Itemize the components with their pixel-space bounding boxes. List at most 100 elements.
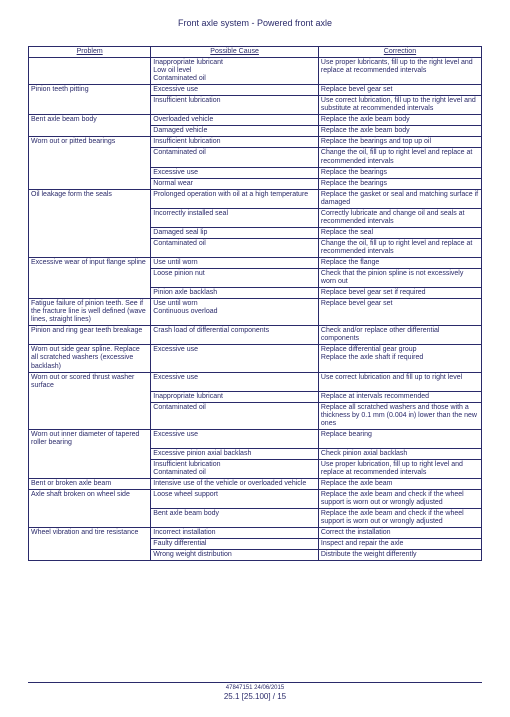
table-row: Damaged seal lipReplace the seal (29, 227, 482, 238)
cell-correction: Check and/or replace other differential … (318, 326, 481, 345)
cell-problem: Fatigue failure of pinion teeth. See if … (29, 299, 151, 326)
cell-correction: Replace differential gear groupReplace t… (318, 345, 481, 372)
cell-correction: Distribute the weight differently (318, 550, 481, 561)
cell-cause: Intensive use of the vehicle or overload… (151, 479, 319, 490)
cell-problem: Worn out or pitted bearings (29, 137, 151, 148)
table-row: Bent axle beam bodyOverloaded vehicleRep… (29, 115, 482, 126)
cell-cause: Normal wear (151, 178, 319, 189)
cell-problem: Oil leakage form the seals (29, 189, 151, 208)
cell-problem (29, 238, 151, 257)
cell-correction: Use proper lubricants, fill up to the ri… (318, 58, 481, 85)
table-row: Pinion teeth pittingExcessive useReplace… (29, 85, 482, 96)
cell-correction: Replace the bearings (318, 167, 481, 178)
cell-cause: Wrong weight distribution (151, 550, 319, 561)
cell-problem: Worn out side gear spline. Replace all s… (29, 345, 151, 372)
cell-cause: Overloaded vehicle (151, 115, 319, 126)
cell-cause: Contaminated oil (151, 148, 319, 167)
header-cause: Possible Cause (151, 47, 319, 58)
cell-cause: Contaminated oil (151, 402, 319, 429)
cell-problem (29, 402, 151, 429)
table-row: Insufficient lubricationContaminated oil… (29, 459, 482, 478)
cell-cause: Insufficient lubrication (151, 137, 319, 148)
table-row: Worn out or scored thrust washer surface… (29, 372, 482, 391)
table-row: Worn out inner diameter of tapered rolle… (29, 429, 482, 448)
cell-problem: Worn out or scored thrust washer surface (29, 372, 151, 391)
table-row: Contaminated oilChange the oil, fill up … (29, 238, 482, 257)
cell-cause: Excessive use (151, 85, 319, 96)
troubleshooting-table: Problem Possible Cause Correction Inappr… (28, 46, 482, 561)
table-row: Oil leakage form the sealsProlonged oper… (29, 189, 482, 208)
cell-correction: Replace the seal (318, 227, 481, 238)
cell-correction: Use proper lubrication, fill up to right… (318, 459, 481, 478)
cell-correction: Replace bevel gear set (318, 299, 481, 326)
page: Front axle system - Powered front axle P… (0, 0, 510, 717)
cell-correction: Replace bearing (318, 429, 481, 448)
table-row: Loose pinion nutCheck that the pinion sp… (29, 269, 482, 288)
cell-cause: Use until worn (151, 257, 319, 268)
cell-problem (29, 288, 151, 299)
cell-problem: Axle shaft broken on wheel side (29, 490, 151, 509)
cell-correction: Replace the axle beam and check if the w… (318, 509, 481, 528)
cell-problem (29, 227, 151, 238)
cell-correction: Correct the installation (318, 528, 481, 539)
cell-cause: Excessive use (151, 429, 319, 448)
header-problem: Problem (29, 47, 151, 58)
footer-line-1: 47847151 24/06/2015 (28, 685, 482, 691)
cell-correction: Use correct lubrication and fill up to r… (318, 372, 481, 391)
cell-cause: Excessive use (151, 372, 319, 391)
cell-cause: Excessive pinion axial backlash (151, 448, 319, 459)
table-row: Excessive useReplace the bearings (29, 167, 482, 178)
cell-problem (29, 448, 151, 459)
table-row: Axle shaft broken on wheel sideLoose whe… (29, 490, 482, 509)
table-row: Fatigue failure of pinion teeth. See if … (29, 299, 482, 326)
table-row: Pinion and ring gear teeth breakageCrash… (29, 326, 482, 345)
table-row: Normal wearReplace the bearings (29, 178, 482, 189)
cell-correction: Replace the axle beam and check if the w… (318, 490, 481, 509)
cell-problem: Bent or broken axle beam (29, 479, 151, 490)
cell-cause: Inappropriate lubricantLow oil levelCont… (151, 58, 319, 85)
page-footer: 47847151 24/06/2015 25.1 [25.100] / 15 (28, 682, 482, 701)
cell-problem (29, 148, 151, 167)
cell-problem: Wheel vibration and tire resistance (29, 528, 151, 539)
cell-correction: Change the oil, fill up to right level a… (318, 238, 481, 257)
table-header-row: Problem Possible Cause Correction (29, 47, 482, 58)
cell-cause: Crash load of differential components (151, 326, 319, 345)
cell-cause: Insufficient lubrication (151, 96, 319, 115)
cell-problem: Pinion teeth pitting (29, 85, 151, 96)
table-row: Wrong weight distributionDistribute the … (29, 550, 482, 561)
footer-rule (28, 682, 482, 683)
cell-problem (29, 96, 151, 115)
cell-cause: Insufficient lubricationContaminated oil (151, 459, 319, 478)
cell-problem (29, 509, 151, 528)
footer-line-2: 25.1 [25.100] / 15 (28, 692, 482, 701)
cell-problem (29, 126, 151, 137)
cell-correction: Replace the bearings and top up oil (318, 137, 481, 148)
table-row: Inappropriate lubricantReplace at interv… (29, 391, 482, 402)
cell-problem (29, 539, 151, 550)
cell-cause: Loose pinion nut (151, 269, 319, 288)
cell-problem (29, 391, 151, 402)
cell-cause: Excessive use (151, 167, 319, 178)
table-row: Contaminated oilChange the oil, fill up … (29, 148, 482, 167)
cell-correction: Replace bevel gear set (318, 85, 481, 96)
cell-cause: Inappropriate lubricant (151, 391, 319, 402)
table-row: Insufficient lubricationUse correct lubr… (29, 96, 482, 115)
cell-problem (29, 58, 151, 85)
cell-correction: Correctly lubricate and change oil and s… (318, 208, 481, 227)
table-row: Bent axle beam bodyReplace the axle beam… (29, 509, 482, 528)
cell-correction: Use correct lubrication, fill up to the … (318, 96, 481, 115)
cell-problem (29, 459, 151, 478)
cell-correction: Inspect and repair the axle (318, 539, 481, 550)
cell-problem: Bent axle beam body (29, 115, 151, 126)
cell-cause: Faulty differential (151, 539, 319, 550)
cell-correction: Change the oil, fill up to right level a… (318, 148, 481, 167)
cell-cause: Loose wheel support (151, 490, 319, 509)
cell-correction: Replace the axle beam body (318, 115, 481, 126)
table-row: Contaminated oilReplace all scratched wa… (29, 402, 482, 429)
cell-cause: Pinion axle backlash (151, 288, 319, 299)
cell-correction: Replace the gasket or seal and matching … (318, 189, 481, 208)
table-row: Wheel vibration and tire resistanceIncor… (29, 528, 482, 539)
cell-cause: Contaminated oil (151, 238, 319, 257)
cell-cause: Incorrect installation (151, 528, 319, 539)
table-row: Bent or broken axle beamIntensive use of… (29, 479, 482, 490)
